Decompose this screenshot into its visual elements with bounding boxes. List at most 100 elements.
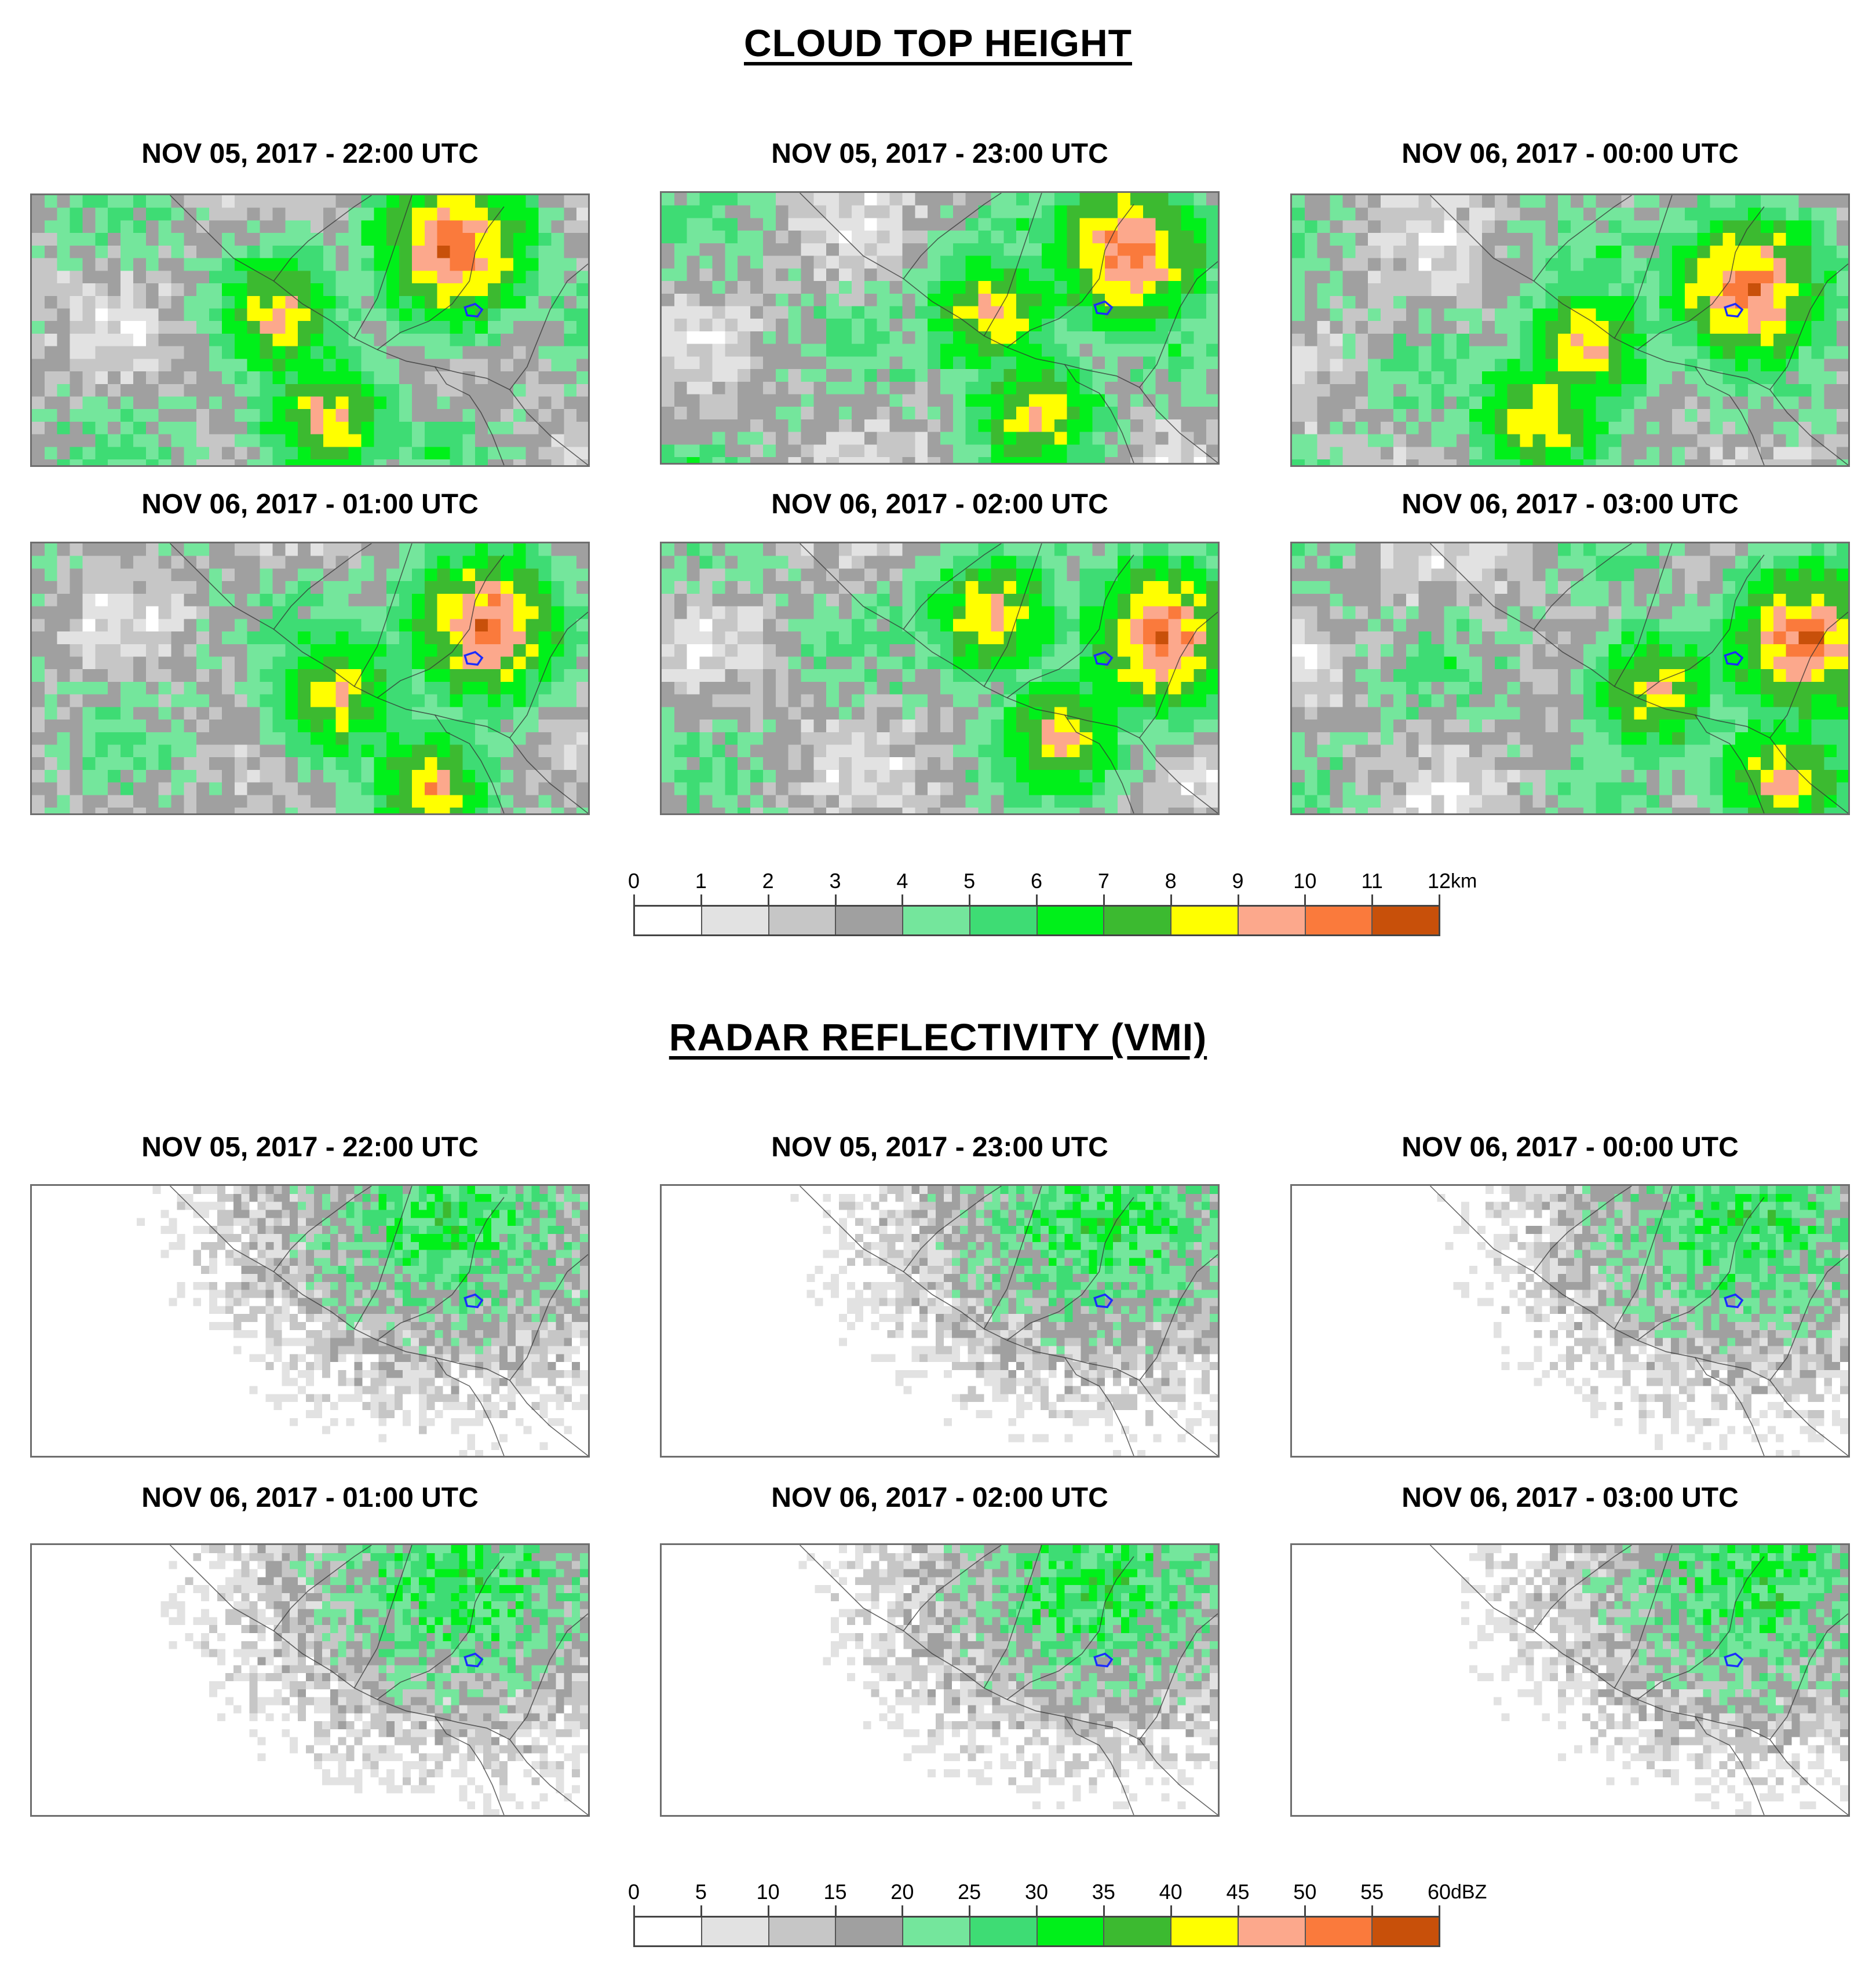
- radar-reflectivity-map: [30, 1184, 590, 1458]
- colorbar-tick: [901, 894, 904, 905]
- map-canvas: [32, 195, 588, 465]
- colorbar-tick: [1237, 1905, 1239, 1916]
- colorbar-tick-label: 11: [1361, 869, 1383, 893]
- panel-title: NOV 05, 2017 - 22:00 UTC: [141, 138, 479, 169]
- cloud-top-height-colorbar: [633, 905, 1440, 936]
- colorbar-tick: [1304, 894, 1306, 905]
- target-area-outline: [1093, 1293, 1114, 1309]
- colorbar-tick-label: 7: [1097, 869, 1109, 893]
- target-area-outline: [1724, 651, 1744, 666]
- colorbar-tick: [700, 894, 702, 905]
- colorbar-swatch: [1305, 1918, 1373, 1945]
- colorbar-tick-label: 12: [1427, 869, 1451, 893]
- colorbar-tick-label: 60: [1427, 1880, 1451, 1904]
- panel-title: NOV 06, 2017 - 02:00 UTC: [771, 489, 1108, 520]
- target-area-outline: [1724, 1293, 1744, 1309]
- map-canvas: [662, 193, 1218, 463]
- colorbar-tick-label: 55: [1360, 1880, 1384, 1904]
- panel-title: NOV 06, 2017 - 00:00 UTC: [1401, 1132, 1739, 1163]
- colorbar-swatch: [1104, 1918, 1171, 1945]
- panel-title: NOV 06, 2017 - 02:00 UTC: [771, 1482, 1108, 1513]
- colorbar-tick-label: 3: [829, 869, 841, 893]
- cloud-top-height-map: [30, 542, 590, 815]
- cloud-top-height-map: [30, 193, 590, 467]
- target-area-outline: [463, 651, 484, 666]
- colorbar-swatch: [1171, 907, 1239, 934]
- colorbar-tick: [633, 894, 635, 905]
- panel-title: NOV 05, 2017 - 22:00 UTC: [141, 1132, 479, 1163]
- colorbar-tick: [834, 894, 837, 905]
- colorbar-swatch: [970, 907, 1038, 934]
- colorbar-swatch: [903, 1918, 970, 1945]
- colorbar-swatch: [1238, 907, 1306, 934]
- colorbar-tick-label: 35: [1092, 1880, 1115, 1904]
- colorbar-tick-label: 5: [695, 1880, 707, 1904]
- colorbar-tick: [1036, 894, 1038, 905]
- colorbar-tick-label: 9: [1232, 869, 1244, 893]
- colorbar-tick: [1371, 894, 1374, 905]
- panel-title: NOV 06, 2017 - 00:00 UTC: [1401, 138, 1739, 169]
- panel-title: NOV 06, 2017 - 03:00 UTC: [1401, 1482, 1739, 1513]
- map-canvas: [1292, 195, 1848, 465]
- panel-title: NOV 06, 2017 - 03:00 UTC: [1401, 489, 1739, 520]
- target-area-outline: [1724, 1652, 1744, 1668]
- colorbar-swatch: [635, 1918, 702, 1945]
- colorbar-tick: [901, 1905, 904, 1916]
- cloud-top-height-map: [660, 191, 1220, 465]
- colorbar-tick: [1439, 1905, 1440, 1916]
- radar-reflectivity-map: [1290, 1543, 1850, 1817]
- colorbar-swatch: [1037, 1918, 1105, 1945]
- colorbar-swatch: [1373, 1918, 1439, 1945]
- colorbar-swatch: [702, 907, 769, 934]
- colorbar-swatch: [1305, 907, 1373, 934]
- target-area-outline: [463, 1293, 484, 1309]
- cloud-top-height-map: [660, 542, 1220, 815]
- colorbar-tick: [1170, 894, 1172, 905]
- colorbar-tick: [767, 1905, 769, 1916]
- colorbar-swatch: [836, 907, 903, 934]
- colorbar-tick: [1304, 1905, 1306, 1916]
- cloud-top-height-map: [1290, 542, 1850, 815]
- colorbar-tick-label: 1: [695, 869, 707, 893]
- map-canvas: [32, 543, 588, 813]
- colorbar-tick-label: 40: [1159, 1880, 1182, 1904]
- map-canvas: [1429, 1545, 1848, 1815]
- colorbar-swatch: [769, 1918, 837, 1945]
- radar-reflectivity-map: [1290, 1184, 1850, 1458]
- colorbar-swatch: [836, 1918, 903, 1945]
- map-canvas: [136, 1186, 588, 1456]
- colorbar-swatch: [903, 907, 970, 934]
- colorbar-tick-label: 5: [963, 869, 976, 893]
- colorbar-tick: [969, 1905, 971, 1916]
- colorbar-tick: [767, 894, 769, 905]
- radar-reflectivity-colorbar: [633, 1916, 1440, 1947]
- target-area-outline: [1093, 300, 1114, 316]
- radar-reflectivity-map: [660, 1543, 1220, 1817]
- colorbar-unit-label: dBZ: [1451, 1881, 1487, 1903]
- target-area-outline: [463, 302, 484, 318]
- map-canvas: [160, 1545, 588, 1815]
- colorbar-tick: [1103, 1905, 1105, 1916]
- colorbar-tick: [1103, 894, 1105, 905]
- colorbar-swatch: [970, 1918, 1038, 1945]
- cloud-top-height-map: [1290, 193, 1850, 467]
- target-area-outline: [463, 1652, 484, 1668]
- colorbar-tick-label: 20: [890, 1880, 914, 1904]
- target-area-outline: [1093, 651, 1114, 666]
- colorbar-tick-label: 30: [1024, 1880, 1049, 1904]
- colorbar-tick-label: 8: [1165, 869, 1177, 893]
- map-canvas: [790, 1186, 1218, 1456]
- panel-title: NOV 05, 2017 - 23:00 UTC: [771, 138, 1108, 169]
- colorbar-tick: [700, 1905, 702, 1916]
- map-canvas: [798, 1545, 1218, 1815]
- colorbar-tick-label: 25: [958, 1880, 981, 1904]
- colorbar-tick: [1170, 1905, 1172, 1916]
- colorbar-tick-label: 2: [762, 869, 774, 893]
- colorbar-tick: [969, 894, 971, 905]
- colorbar-tick-label: 15: [823, 1880, 847, 1904]
- colorbar-tick-label: 0: [627, 1880, 640, 1904]
- colorbar-swatch: [769, 907, 837, 934]
- colorbar-swatch: [635, 907, 702, 934]
- colorbar-tick-label: 10: [1293, 869, 1317, 893]
- colorbar-unit-label: km: [1451, 870, 1477, 892]
